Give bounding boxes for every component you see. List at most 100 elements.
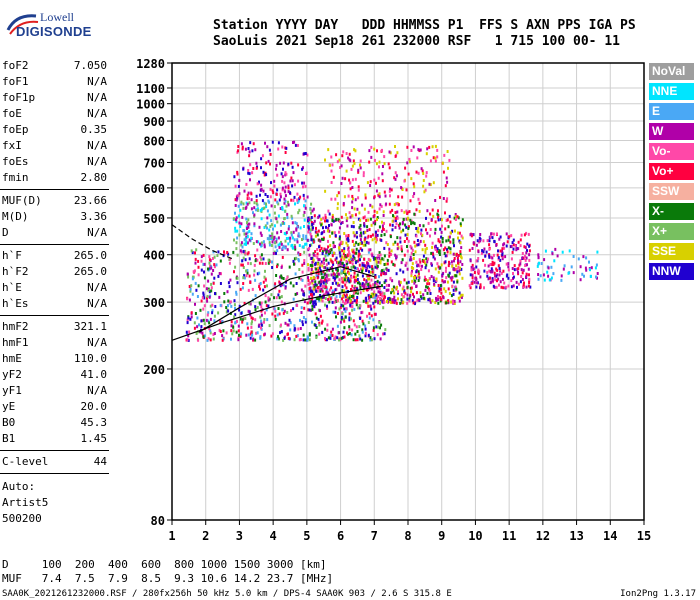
echo-point [260,326,262,330]
echo-point [356,287,359,291]
echo-point [370,292,373,296]
echo-point [365,300,368,304]
echo-point [369,184,372,187]
echo-point [270,223,273,227]
echo-point [278,245,281,249]
echo-point [516,285,518,289]
echo-point [315,274,318,278]
echo-point [376,238,378,242]
echo-point [307,308,310,312]
echo-point [247,225,250,229]
echo-point [309,301,312,305]
echo-point [318,332,321,336]
echo-point [367,294,370,298]
echo-point [437,284,440,287]
echo-point [376,279,379,283]
echo-point [324,282,327,286]
echo-point [457,236,459,240]
echo-point [415,227,418,230]
echo-point [447,235,450,239]
echo-point [356,281,359,285]
echo-point [367,284,370,288]
echo-point [376,218,378,221]
echo-point [353,280,356,284]
echo-point [384,279,387,283]
echo-point [353,243,356,247]
echo-point [378,225,381,229]
echo-point [255,202,258,206]
echo-point [293,238,296,242]
echo-point [246,322,249,326]
echo-point [259,242,261,246]
echo-point [510,257,513,261]
echo-point [413,281,416,285]
echo-point [431,299,434,303]
echo-point [299,338,302,341]
param-separator [0,315,109,316]
param-value: 3.36 [80,210,108,223]
echo-point [279,192,282,196]
echo-point [300,311,303,314]
echo-point [365,296,368,300]
echo-point [301,181,304,185]
echo-point [288,318,291,322]
echo-point [381,148,383,152]
echo-point [271,240,274,244]
echo-point [318,266,321,270]
echo-point [382,258,385,262]
echo-point [361,319,364,323]
echo-point [246,235,249,239]
echo-point [318,258,321,262]
x-tick-label: 12 [536,529,550,543]
echo-point [449,247,452,251]
echo-point [345,262,348,266]
echo-point [330,169,333,173]
echo-point [524,258,527,262]
echo-point [403,278,406,282]
echo-point [339,254,342,258]
echo-point [377,229,380,233]
echo-point [341,289,344,293]
echo-point [448,214,451,218]
echo-point [407,239,410,243]
echo-point [242,167,245,171]
echo-point [418,258,421,262]
echo-point [359,238,362,242]
echo-point [434,199,437,202]
echo-point [237,214,240,218]
d-muf-table: D 100 200 400 600 800 1000 1500 3000 [km… [2,558,333,586]
echo-point [200,299,203,303]
echo-point [364,230,367,234]
echo-point [294,272,297,276]
echo-point [436,249,439,253]
echo-point [330,223,333,227]
echo-point [281,188,284,192]
echo-point [261,154,264,158]
echo-point [398,282,401,285]
echo-point [370,278,373,282]
echo-point [389,235,392,239]
echo-point [327,273,330,277]
echo-point [336,299,339,302]
echo-point [299,327,302,330]
echo-point [280,283,283,287]
echo-point [289,179,292,183]
echo-point [519,280,522,284]
echo-point [451,229,454,233]
echo-point [454,274,457,278]
echo-point [342,150,345,154]
echo-point [367,333,370,337]
echo-point [414,279,417,283]
echo-point [283,309,286,313]
echo-point [271,236,274,239]
echo-point [449,220,452,224]
echo-point [306,153,309,157]
y-tick-label: 200 [143,363,165,377]
echo-point [207,279,210,283]
echo-point [208,258,211,262]
echo-point [378,251,381,255]
y-tick-label: 80 [151,514,165,528]
echo-point [398,226,401,230]
echo-point [382,297,385,301]
echo-point [260,183,263,187]
